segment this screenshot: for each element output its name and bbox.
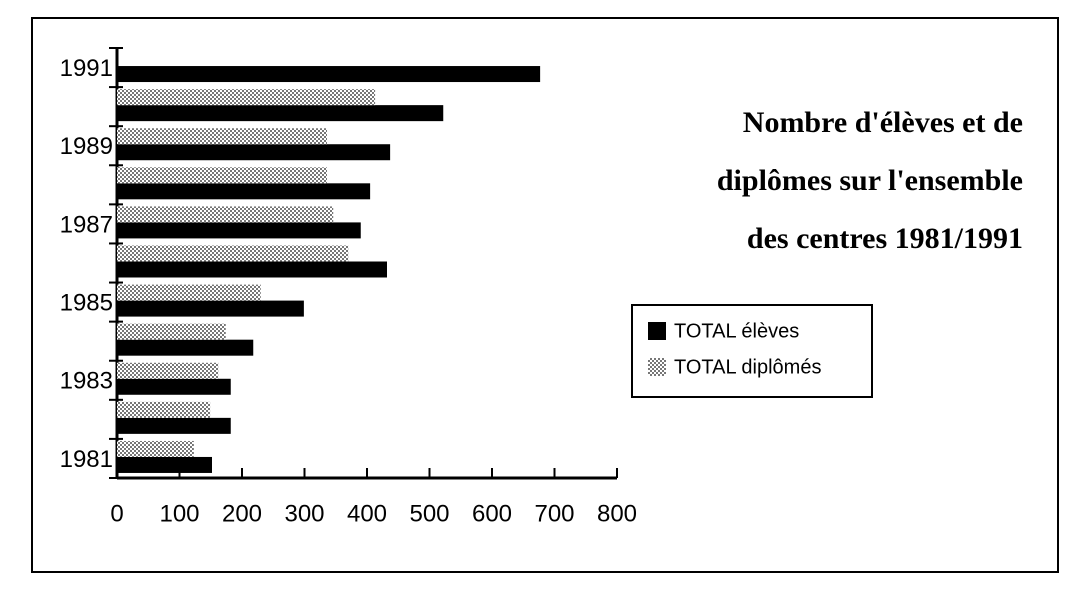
bar xyxy=(117,261,387,278)
bar xyxy=(117,378,231,395)
legend-swatch xyxy=(648,358,666,376)
bar xyxy=(117,362,219,379)
bar xyxy=(117,300,304,317)
bar xyxy=(117,245,349,262)
bar xyxy=(117,128,327,145)
bar xyxy=(117,66,541,83)
bar xyxy=(117,323,226,340)
bar xyxy=(117,456,212,473)
x-tick-label: 200 xyxy=(222,500,262,527)
y-tick-label: 1981 xyxy=(60,446,113,473)
y-tick-label: 1987 xyxy=(60,211,113,238)
legend-box xyxy=(631,304,873,398)
x-tick-label: 600 xyxy=(472,500,512,527)
bar xyxy=(117,401,211,418)
x-tick-label: 500 xyxy=(409,500,449,527)
x-tick-label: 100 xyxy=(159,500,199,527)
bar xyxy=(117,222,361,239)
x-tick-label: 400 xyxy=(347,500,387,527)
bar xyxy=(117,183,371,200)
bar xyxy=(117,339,254,356)
y-tick-label: 1989 xyxy=(60,133,113,160)
bar xyxy=(117,167,327,184)
title-line: Nombre d'élèves et de xyxy=(743,106,1023,139)
y-tick-label: 1991 xyxy=(60,55,113,82)
bar xyxy=(117,144,391,161)
y-tick-label: 1985 xyxy=(60,289,113,316)
title-line: des centres 1981/1991 xyxy=(747,222,1023,255)
x-tick-label: 300 xyxy=(284,500,324,527)
x-tick-label: 700 xyxy=(534,500,574,527)
bar xyxy=(117,284,261,301)
bar xyxy=(117,440,194,457)
legend-label: TOTAL diplômés xyxy=(674,356,821,378)
legend-label: TOTAL élèves xyxy=(674,320,799,342)
bar xyxy=(117,105,444,122)
bar xyxy=(117,89,376,106)
x-tick-label: 0 xyxy=(110,500,123,527)
title-line: diplômes sur l'ensemble xyxy=(717,164,1023,197)
y-tick-label: 1983 xyxy=(60,368,113,395)
bar xyxy=(117,206,334,223)
x-tick-label: 800 xyxy=(597,500,637,527)
bar xyxy=(117,417,231,434)
legend-swatch xyxy=(648,322,666,340)
